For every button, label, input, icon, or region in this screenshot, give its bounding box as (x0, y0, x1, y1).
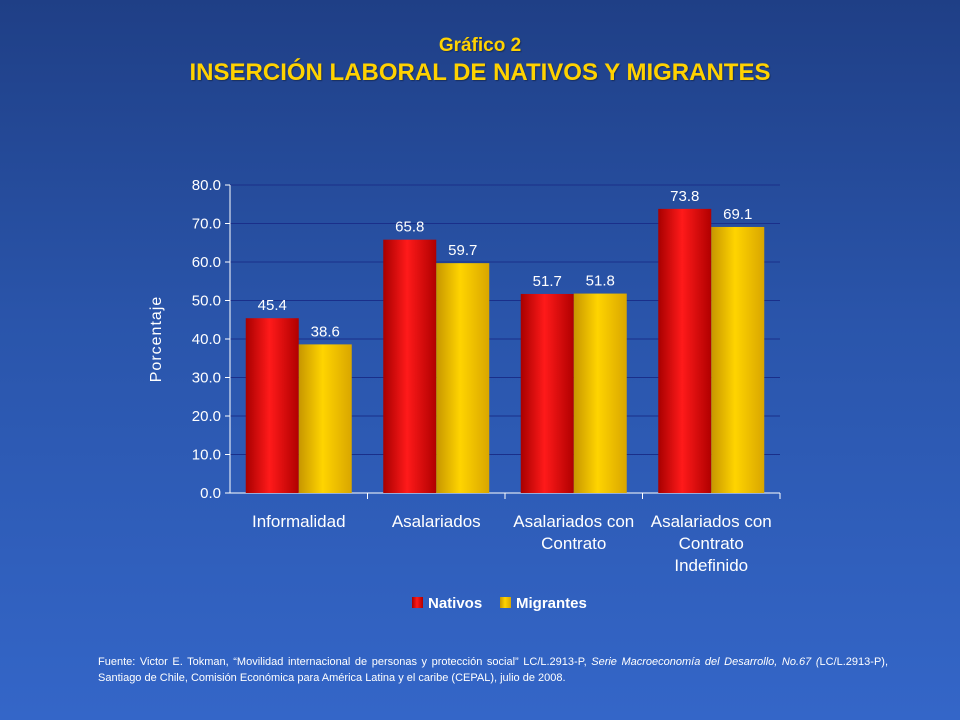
x-category-label: Indefinido (674, 556, 748, 575)
y-tick-label: 30.0 (192, 370, 221, 387)
x-category-label: Contrato (679, 534, 744, 553)
legend: Nativos Migrantes (412, 595, 587, 612)
data-label: 65.8 (395, 219, 424, 236)
x-category-label: Informalidad (252, 512, 346, 531)
bar-nativos (658, 208, 712, 493)
data-label: 45.4 (258, 297, 287, 314)
y-tick-label: 10.0 (192, 447, 221, 464)
x-category-label: Contrato (541, 534, 606, 553)
y-tick-label: 40.0 (192, 331, 221, 348)
y-tick-label: 80.0 (192, 177, 221, 194)
bar-nativos (383, 239, 437, 493)
y-tick-label: 50.0 (192, 293, 221, 310)
data-labels: 45.4 38.6 65.8 59.7 51.7 51.8 73.8 69.1 (258, 188, 753, 341)
chart-subtitle: Gráfico 2 (438, 35, 522, 56)
source-text-1: Fuente: Victor E. Tokman, “Movilidad int… (98, 656, 592, 668)
x-category-label: Asalariados con (651, 512, 772, 531)
x-category-label: Asalariados (392, 512, 481, 531)
bar-nativos (520, 293, 574, 493)
source-text-italic: Serie Macroeconomía del Desarrollo, No.6… (591, 656, 820, 668)
data-label: 73.8 (670, 188, 699, 205)
chart-title: INSERCIÓN LABORAL DE NATIVOS Y MIGRANTES (189, 59, 771, 86)
legend-swatch-nativos (412, 597, 423, 608)
x-category-label: Asalariados con (513, 512, 634, 531)
data-label: 59.7 (448, 242, 477, 259)
source-text-2: LC/L.2913-P), Santiago de Chile, Comisió… (98, 656, 888, 684)
bar-migrantes (436, 263, 490, 493)
bar-migrantes (711, 226, 765, 493)
source-note: Fuente: Victor E. Tokman, “Movilidad int… (98, 654, 888, 686)
data-label: 51.8 (586, 273, 615, 290)
data-label: 38.6 (311, 323, 340, 340)
data-label: 69.1 (723, 206, 752, 223)
bar-migrantes (298, 344, 352, 493)
title-block: Gráfico 2 INSERCIÓN LABORAL DE NATIVOS Y… (0, 34, 960, 88)
y-axis-label: Porcentaje (148, 296, 165, 383)
y-tick-label: 0.0 (200, 485, 221, 502)
legend-label: Nativos (428, 595, 482, 612)
bars (245, 208, 765, 493)
data-label: 51.7 (533, 273, 562, 290)
y-tick-label: 20.0 (192, 408, 221, 425)
y-tick-label: 70.0 (192, 216, 221, 233)
bar-nativos (245, 318, 299, 493)
legend-swatch-migrantes (500, 597, 511, 608)
bar-chart: 0.0 10.0 20.0 30.0 40.0 50.0 60.0 70.0 80.0 Porce… (148, 177, 780, 612)
y-tick-label: 60.0 (192, 254, 221, 271)
legend-label: Migrantes (516, 595, 587, 612)
bar-migrantes (573, 293, 627, 493)
